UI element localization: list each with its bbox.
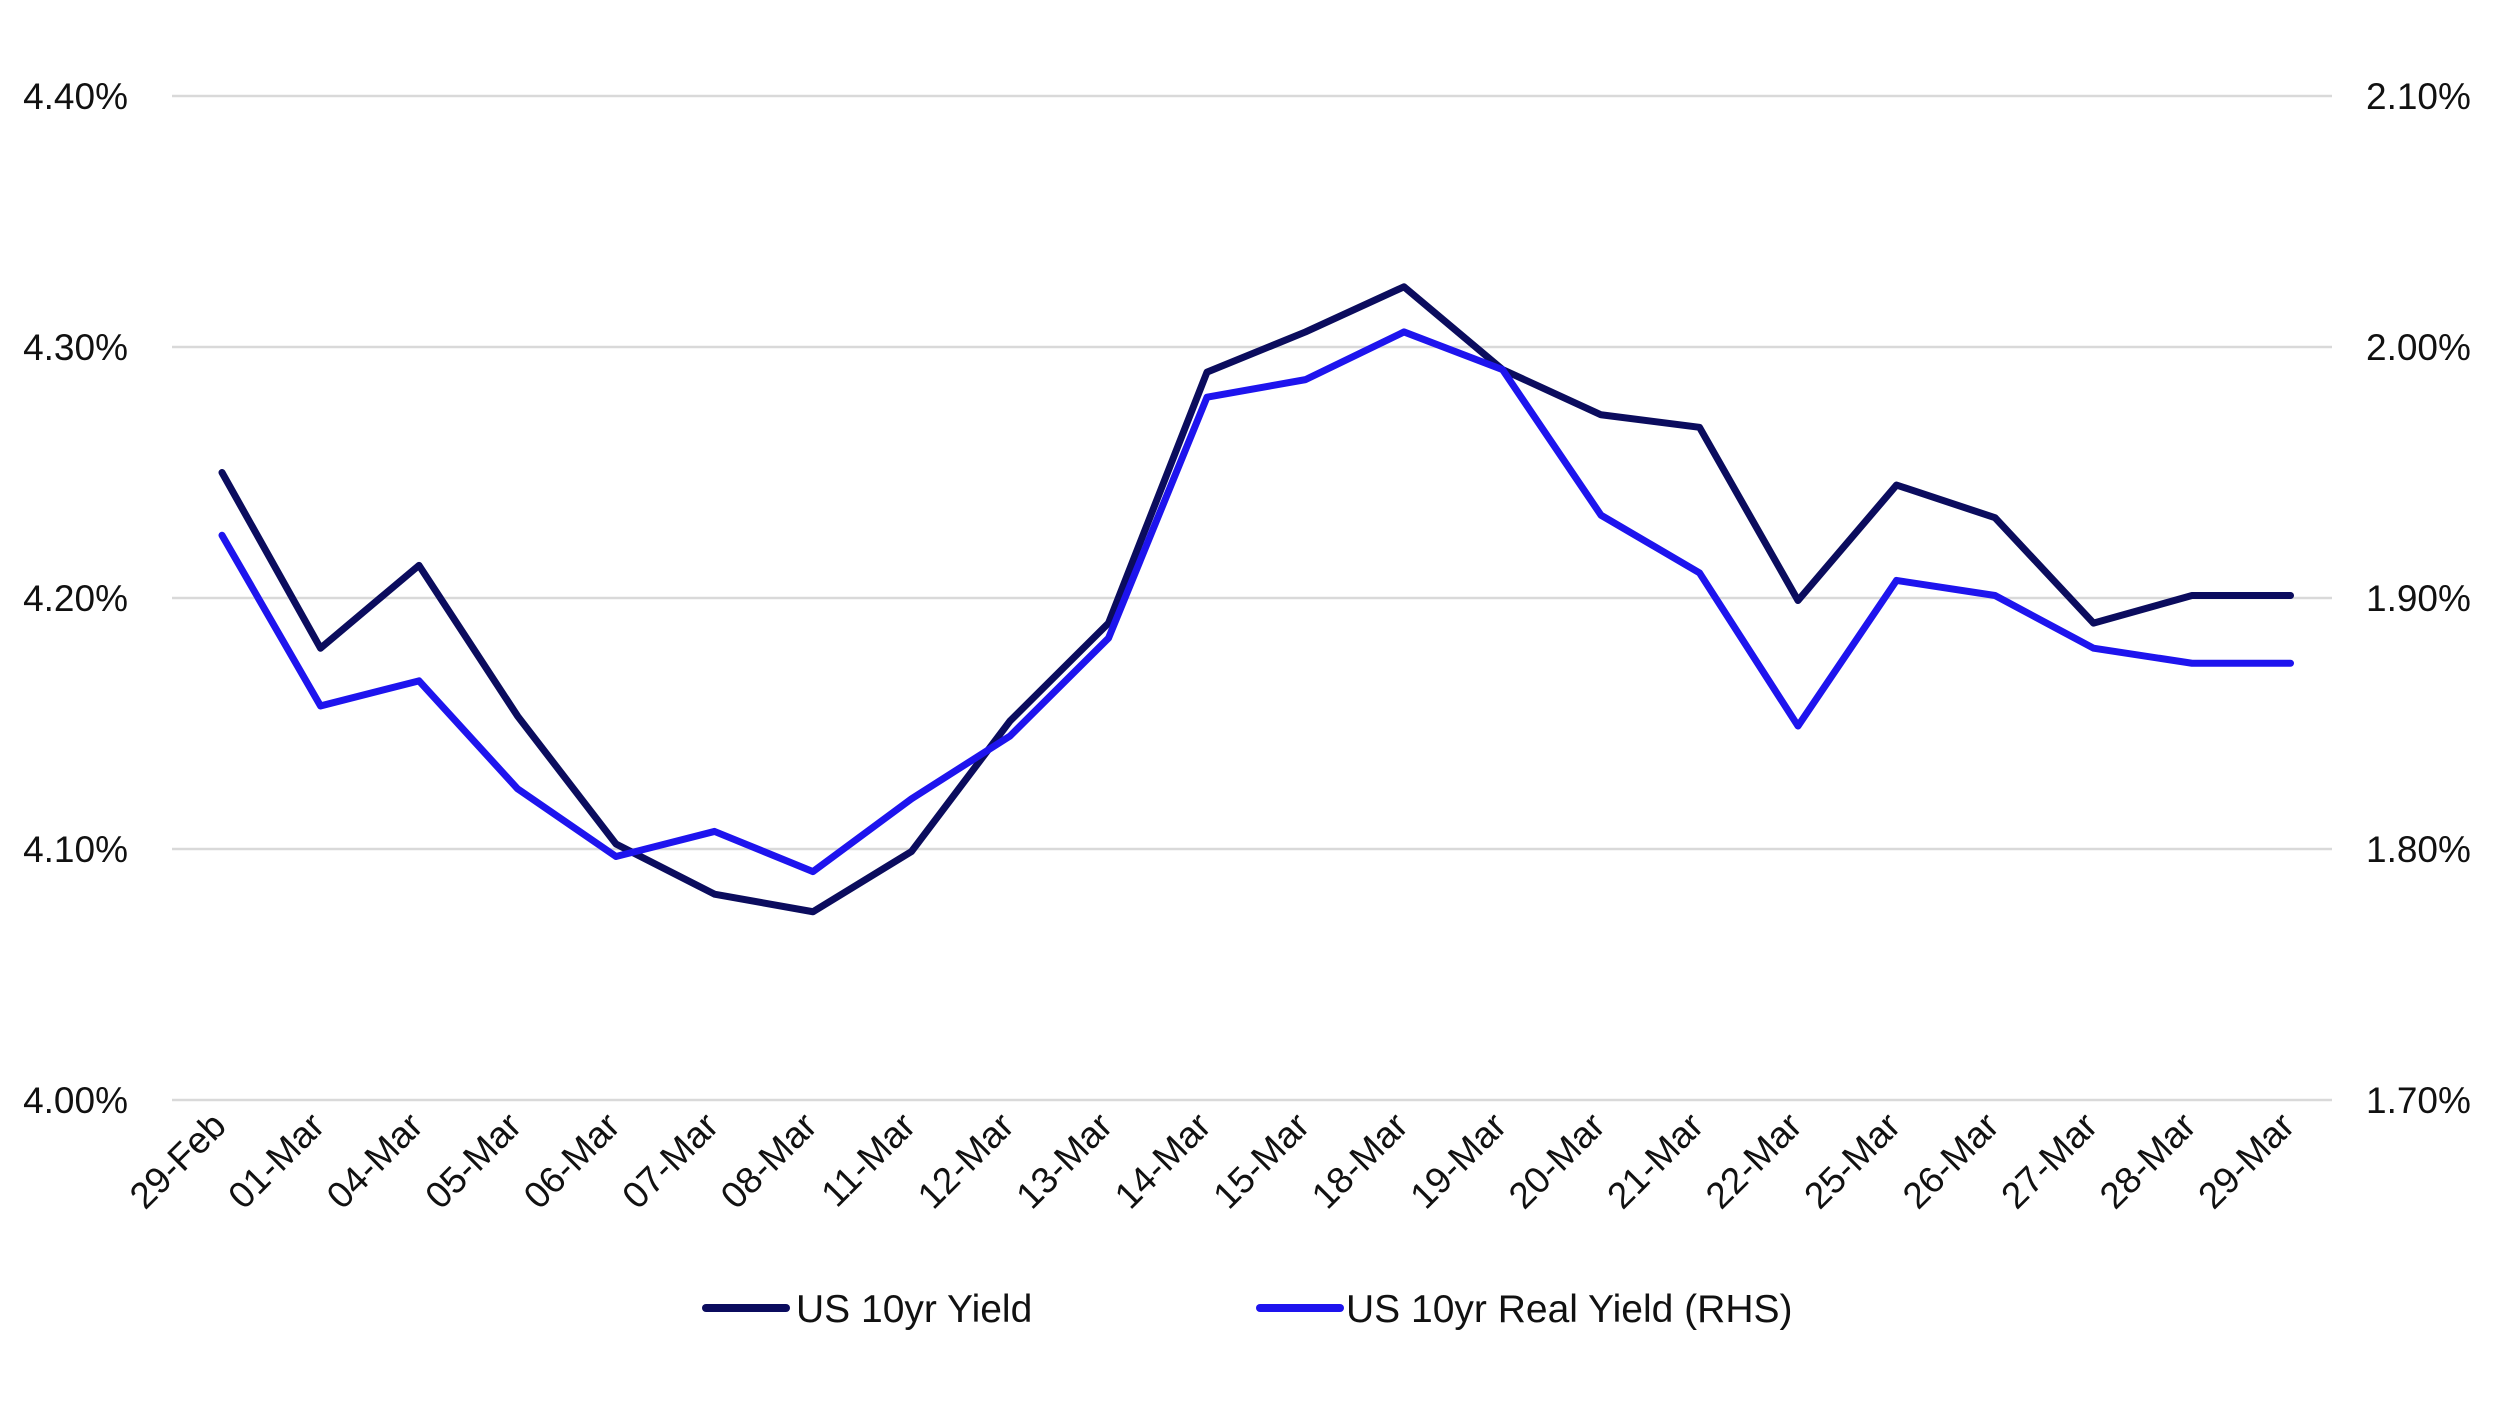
- series-us-10yr-yield: [218, 283, 2294, 916]
- data-point: [1400, 328, 1408, 336]
- data-point: [317, 702, 324, 710]
- x-tick-label: 18-Mar: [1304, 1105, 1416, 1217]
- data-point: [1794, 722, 1802, 730]
- data-point: [1105, 619, 1112, 627]
- data-point: [711, 890, 718, 898]
- data-point: [1794, 597, 1802, 604]
- data-point: [514, 785, 521, 792]
- right-y-axis: 1.70% 1.80% 1.90% 2.00% 2.10%: [2366, 76, 2471, 1121]
- right-tick-label: 2.10%: [2366, 76, 2471, 117]
- x-tick-label: 27-Mar: [1993, 1105, 2105, 1217]
- data-point: [1006, 717, 1014, 725]
- data-point: [2287, 592, 2294, 599]
- x-tick-label: 08-Mar: [713, 1105, 825, 1217]
- data-point: [711, 828, 718, 835]
- legend-label-us-10yr-yield: US 10yr Yield: [796, 1288, 1032, 1331]
- data-point: [809, 868, 817, 875]
- data-point: [1893, 481, 1900, 489]
- data-point: [1893, 577, 1900, 584]
- x-tick-label: 28-Mar: [2092, 1105, 2204, 1217]
- data-point: [2090, 619, 2097, 627]
- left-tick-label: 4.40%: [23, 76, 128, 117]
- data-point: [908, 848, 915, 855]
- data-point: [218, 532, 226, 539]
- x-tick-label: 26-Mar: [1895, 1105, 2007, 1217]
- x-tick-label: 25-Mar: [1796, 1105, 1908, 1217]
- x-tick-label: 19-Mar: [1402, 1105, 1514, 1217]
- x-tick-label: 01-Mar: [220, 1105, 332, 1217]
- right-tick-label: 2.00%: [2366, 327, 2471, 368]
- left-tick-label: 4.10%: [23, 829, 128, 870]
- data-point: [1991, 514, 1999, 521]
- x-tick-label: 12-Mar: [910, 1105, 1022, 1217]
- series-line-us-10yr-real-yield-rhs: [218, 328, 2294, 876]
- left-tick-label: 4.00%: [23, 1080, 128, 1121]
- x-tick-label: 15-Mar: [1205, 1105, 1317, 1217]
- gridlines: [172, 94, 2332, 1102]
- x-tick-label: 21-Mar: [1599, 1105, 1711, 1217]
- x-tick-label: 13-Mar: [1008, 1105, 1120, 1217]
- legend-item-us-10yr-real-yield[interactable]: US 10yr Real Yield (RHS): [1256, 1288, 1792, 1331]
- data-point: [514, 712, 521, 720]
- x-tick-label: 29-Feb: [122, 1105, 234, 1217]
- data-point: [1006, 732, 1014, 740]
- data-point: [415, 562, 423, 569]
- data-point: [809, 908, 817, 915]
- x-tick-label: 05-Mar: [417, 1105, 529, 1217]
- x-axis: 29-Feb01-Mar04-Mar05-Mar06-Mar07-Mar08-M…: [122, 1105, 2302, 1217]
- data-point: [1991, 592, 1999, 599]
- data-point: [612, 853, 620, 860]
- data-point: [2188, 660, 2196, 667]
- data-point: [612, 840, 620, 848]
- legend-label-us-10yr-real-yield: US 10yr Real Yield (RHS): [1346, 1288, 1792, 1331]
- data-point: [2287, 660, 2294, 667]
- x-tick-label: 06-Mar: [516, 1105, 628, 1217]
- right-tick-label: 1.90%: [2366, 578, 2471, 619]
- x-tick-label: 22-Mar: [1698, 1105, 1810, 1217]
- data-point: [1597, 411, 1605, 418]
- x-tick-label: 07-Mar: [614, 1105, 726, 1217]
- x-tick-label: 14-Mar: [1107, 1105, 1219, 1217]
- x-tick-label: 29-Mar: [2190, 1105, 2302, 1217]
- data-point: [1203, 394, 1211, 401]
- data-point: [908, 795, 915, 802]
- left-tick-label: 4.20%: [23, 578, 128, 619]
- x-tick-label: 04-Mar: [319, 1105, 431, 1217]
- legend: US 10yr Yield US 10yr Real Yield (RHS): [702, 1288, 1792, 1331]
- data-point: [317, 645, 324, 652]
- data-point: [1203, 368, 1211, 376]
- series-line-us-10yr-yield: [218, 283, 2294, 916]
- x-tick-label: 11-Mar: [813, 1105, 923, 1215]
- legend-item-us-10yr-yield[interactable]: US 10yr Yield: [702, 1288, 1032, 1331]
- data-point: [1696, 569, 1703, 577]
- data-point: [218, 469, 226, 476]
- data-point: [1302, 328, 1309, 336]
- series-lines: [218, 283, 2294, 916]
- data-point: [1499, 366, 1506, 373]
- right-tick-label: 1.80%: [2366, 829, 2471, 870]
- data-point: [1105, 634, 1112, 642]
- left-tick-label: 4.30%: [23, 327, 128, 368]
- data-point: [1400, 283, 1408, 290]
- data-point: [415, 677, 423, 685]
- data-point: [1597, 511, 1605, 519]
- right-tick-label: 1.70%: [2366, 1080, 2471, 1121]
- series-us-10yr-real-yield-rhs: [218, 328, 2294, 876]
- data-point: [2090, 645, 2097, 652]
- data-point: [1696, 424, 1703, 431]
- x-tick-label: 20-Mar: [1501, 1105, 1613, 1217]
- data-point: [1302, 376, 1309, 383]
- data-point: [2188, 592, 2196, 599]
- left-y-axis: 4.00% 4.10% 4.20% 4.30% 4.40%: [23, 76, 128, 1121]
